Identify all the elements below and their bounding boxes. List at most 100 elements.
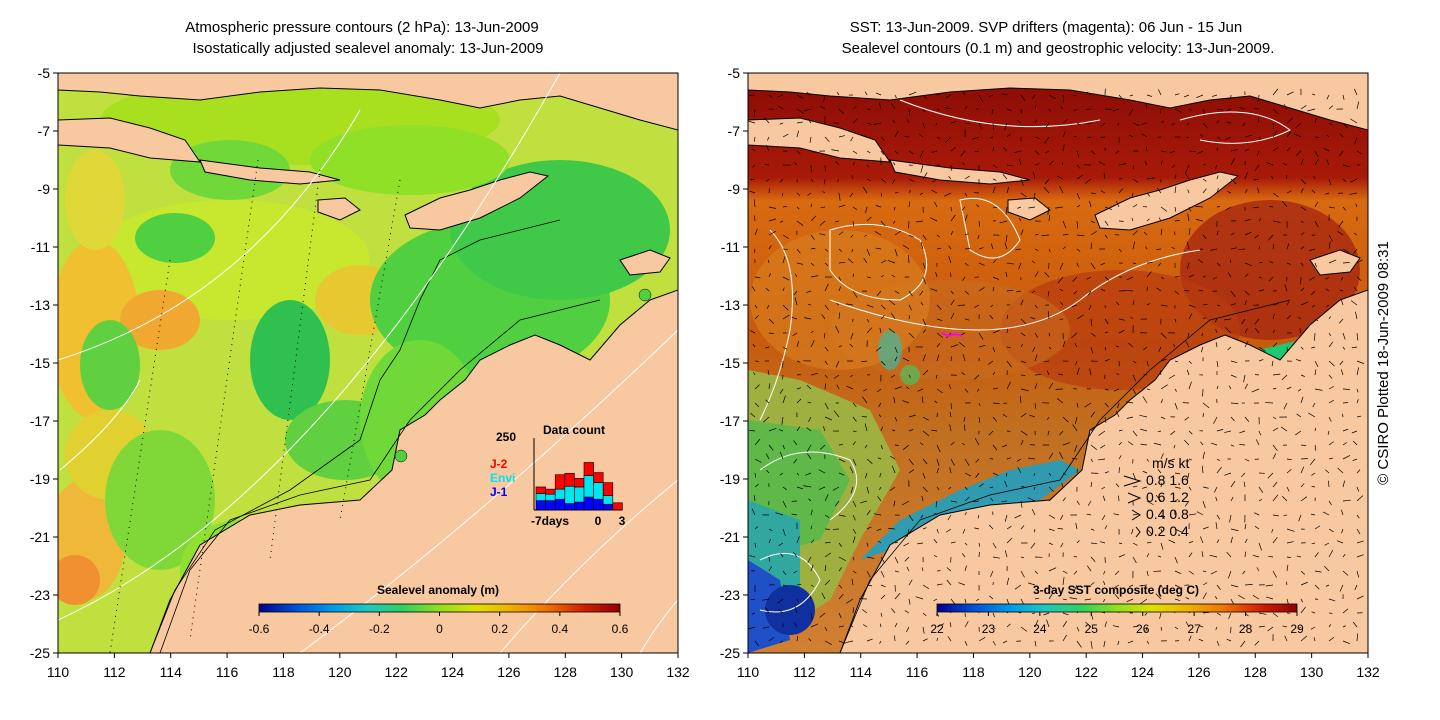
velocity-arrow (796, 340, 799, 348)
velocity-arrow (988, 430, 994, 436)
velocity-arrow (751, 612, 756, 615)
velocity-arrow (950, 299, 955, 306)
velocity-arrow (880, 150, 885, 155)
velocity-arrow (908, 332, 915, 339)
velocity-arrow (1006, 108, 1012, 112)
left-ytick-label: -17 (30, 413, 50, 429)
velocity-arrow (753, 495, 756, 502)
velocity-arrow (1187, 189, 1190, 194)
velocity-arrow (866, 458, 873, 464)
velocity-arrow (1090, 192, 1096, 195)
velocity-arrow (1073, 108, 1078, 112)
velocity-arrow (950, 500, 958, 503)
velocity-arrow (1086, 565, 1092, 572)
velocity-arrow (893, 396, 896, 404)
velocity-legend-row: 0.4 0.8 (1146, 506, 1189, 522)
velocity-arrow (822, 426, 826, 432)
velocity-arrow (1048, 108, 1051, 112)
data-count-bar-j1 (554, 498, 566, 511)
velocity-arrow (1146, 192, 1151, 197)
velocity-arrow (946, 579, 952, 586)
velocity-arrow (862, 609, 868, 614)
velocity-arrow (1047, 311, 1050, 320)
velocity-arrow (877, 457, 882, 460)
velocity-arrow (1062, 119, 1068, 124)
data-count-bar-j1 (545, 500, 556, 511)
velocity-arrow (1244, 458, 1250, 462)
velocity-arrow (1202, 108, 1206, 114)
velocity-arrow (754, 228, 758, 236)
velocity-arrow (1006, 328, 1009, 334)
velocity-arrow (958, 582, 966, 586)
velocity-arrow (1160, 399, 1163, 404)
velocity-arrow (794, 297, 798, 306)
right-title-line2: Sealevel contours (0.1 m) and geostrophi… (842, 40, 1275, 57)
velocity-arrow (1174, 388, 1177, 392)
velocity-arrow (1145, 626, 1148, 632)
velocity-arrow (1188, 360, 1192, 364)
velocity-arrow (1141, 122, 1148, 125)
velocity-arrow (824, 626, 828, 632)
velocity-arrow (1202, 234, 1207, 239)
velocity-arrow (1076, 175, 1083, 180)
velocity-arrow (1286, 556, 1291, 558)
velocity-arrow (1300, 188, 1304, 194)
velocity-arrow (1146, 553, 1150, 558)
velocity-arrow (1314, 136, 1320, 138)
velocity-arrow (1314, 369, 1317, 376)
data-count-legend-item: Envi (490, 471, 515, 485)
velocity-arrow (879, 472, 882, 478)
velocity-arrow (1140, 443, 1148, 446)
velocity-arrow (1216, 136, 1222, 140)
velocity-arrow (777, 94, 784, 98)
velocity-arrow (908, 201, 910, 208)
velocity-arrow (1314, 552, 1319, 558)
velocity-arrow (1198, 638, 1204, 642)
velocity-arrow (1118, 329, 1125, 334)
credit-text: © CSIRO Plotted 18-Jun-2009 08:31 (1375, 241, 1392, 485)
velocity-arrow (978, 122, 982, 129)
velocity-arrow (1034, 248, 1039, 251)
velocity-arrow (1352, 248, 1358, 255)
velocity-arrow (1132, 300, 1135, 306)
right-colorbar-title: 3-day SST composite (deg C) (1033, 583, 1199, 597)
velocity-arrow (920, 164, 924, 173)
velocity-arrow (1272, 453, 1277, 460)
velocity-arrow (1141, 486, 1148, 489)
velocity-arrow (1272, 612, 1279, 618)
velocity-arrow (1128, 584, 1134, 588)
velocity-arrow (796, 206, 800, 210)
velocity-arrow (782, 287, 785, 292)
velocity-arrow (866, 570, 871, 578)
velocity-arrow (931, 429, 938, 432)
velocity-arrow (1169, 150, 1176, 154)
velocity-arrow (1328, 441, 1334, 446)
velocity-arrow (1014, 584, 1022, 590)
velocity-arrow (1130, 316, 1134, 320)
velocity-arrow (1202, 163, 1206, 166)
velocity-arrow (1244, 328, 1248, 334)
velocity-arrow (838, 593, 844, 600)
velocity-arrow (1272, 220, 1281, 223)
velocity-arrow (1272, 342, 1278, 348)
velocity-arrow (1282, 162, 1288, 166)
right-colorbar-label: 28 (1239, 622, 1253, 636)
velocity-arrow (921, 396, 924, 404)
velocity-arrow (1171, 246, 1176, 250)
velocity-arrow (768, 538, 771, 544)
right-xtick-label: 110 (737, 664, 760, 680)
velocity-arrow (1286, 91, 1294, 96)
velocity-arrow (878, 414, 882, 418)
data-count-bar-envi (535, 493, 546, 501)
velocity-arrow (936, 468, 940, 474)
velocity-arrow (1244, 134, 1253, 138)
right-ytick-label: -9 (728, 181, 741, 197)
velocity-arrow (1129, 134, 1134, 138)
left-map-panel: Atmospheric pressure contours (2 hPa): 1… (30, 19, 690, 680)
velocity-arrow (1214, 318, 1218, 323)
velocity-arrow (810, 539, 815, 544)
velocity-arrow (1216, 539, 1220, 544)
velocity-arrow (908, 178, 915, 183)
velocity-arrow (930, 288, 938, 292)
velocity-arrow (838, 345, 843, 348)
